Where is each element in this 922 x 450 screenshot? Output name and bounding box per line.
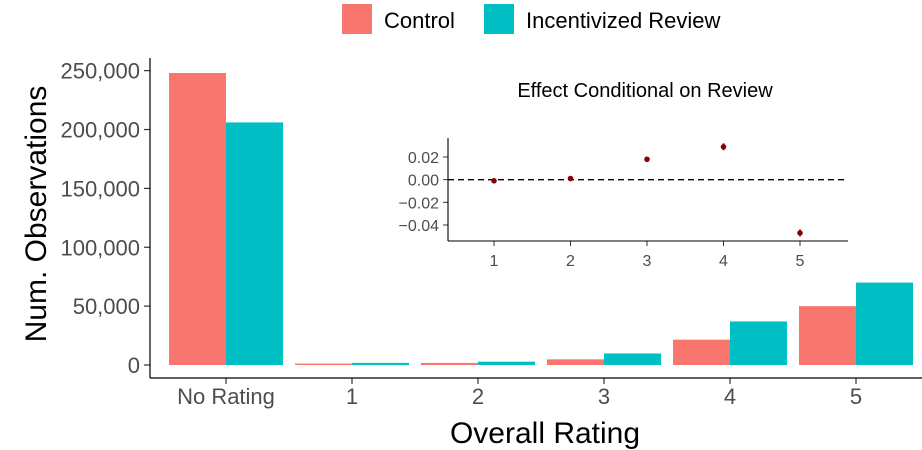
- bar-incentivized-2: [478, 361, 535, 365]
- inset-points: [491, 143, 803, 237]
- inset-x-tick-label: 4: [719, 253, 728, 270]
- bar-incentivized-0: [226, 122, 283, 365]
- bar-control-1: [295, 363, 352, 365]
- inset-point-4: [720, 144, 727, 150]
- legend-swatch-incentivized: [484, 4, 514, 34]
- inset-y-tick-label: −0.02: [399, 195, 440, 212]
- x-tick-label: No Rating: [177, 384, 275, 409]
- y-tick-label: 250,000: [60, 59, 140, 84]
- bar-incentivized-1: [352, 362, 409, 365]
- legend: Control Incentivized Review: [342, 4, 721, 34]
- inset-x-tick-label: 2: [566, 253, 575, 270]
- bar-control-4: [673, 339, 730, 365]
- inset-x-axis-ticks: 1 2 3 4 5: [490, 241, 805, 270]
- bar-control-2: [421, 362, 478, 365]
- y-tick-label: 0: [128, 353, 140, 378]
- bars: [169, 73, 913, 365]
- inset-point-5: [797, 230, 803, 236]
- x-tick-label: 2: [472, 384, 484, 409]
- y-tick-label: 50,000: [73, 294, 140, 319]
- inset-x-tick-label: 5: [796, 253, 805, 270]
- bar-incentivized-3: [604, 353, 661, 365]
- legend-label-incentivized: Incentivized Review: [526, 8, 721, 33]
- bar-control-0: [169, 73, 226, 365]
- inset-point-2: [567, 175, 574, 182]
- main-plot: 0 50,000 100,000 150,000 200,000 250,000 No R…: [20, 58, 922, 450]
- x-tick-label: 1: [346, 384, 358, 409]
- inset-y-tick-label: 0.02: [408, 150, 439, 167]
- x-tick-label: 4: [724, 384, 736, 409]
- bar-incentivized-5: [856, 282, 913, 365]
- y-tick-label: 150,000: [60, 176, 140, 201]
- y-axis-ticks: 0 50,000 100,000 150,000 200,000 250,000: [60, 59, 150, 378]
- x-tick-label: 3: [598, 384, 610, 409]
- inset-point-1: [491, 178, 497, 184]
- y-tick-label: 100,000: [60, 235, 140, 260]
- x-axis-ticks: No Rating 1 2 3 4 5: [177, 378, 862, 409]
- inset-y-tick-label: −0.04: [399, 218, 440, 235]
- inset-title: Effect Conditional on Review: [517, 80, 773, 102]
- inset-y-tick-label: 0.00: [408, 173, 439, 190]
- inset-x-tick-label: 1: [490, 253, 499, 270]
- bar-incentivized-4: [730, 321, 787, 365]
- legend-label-control: Control: [384, 8, 455, 33]
- inset-y-axis-ticks: 0.02 0.00 −0.02 −0.04: [399, 150, 448, 235]
- inset-x-tick-label: 3: [643, 253, 652, 270]
- bar-control-3: [547, 359, 604, 365]
- x-axis-title: Overall Rating: [450, 417, 640, 450]
- legend-swatch-control: [342, 4, 372, 34]
- x-tick-label: 5: [850, 384, 862, 409]
- y-tick-label: 200,000: [60, 118, 140, 143]
- inset-point-3: [644, 156, 650, 163]
- y-axis-title: Num. Observations: [20, 86, 53, 343]
- bar-control-5: [799, 306, 856, 365]
- inset-plot: Effect Conditional on Review 0.02 0.00 −0.…: [399, 80, 848, 270]
